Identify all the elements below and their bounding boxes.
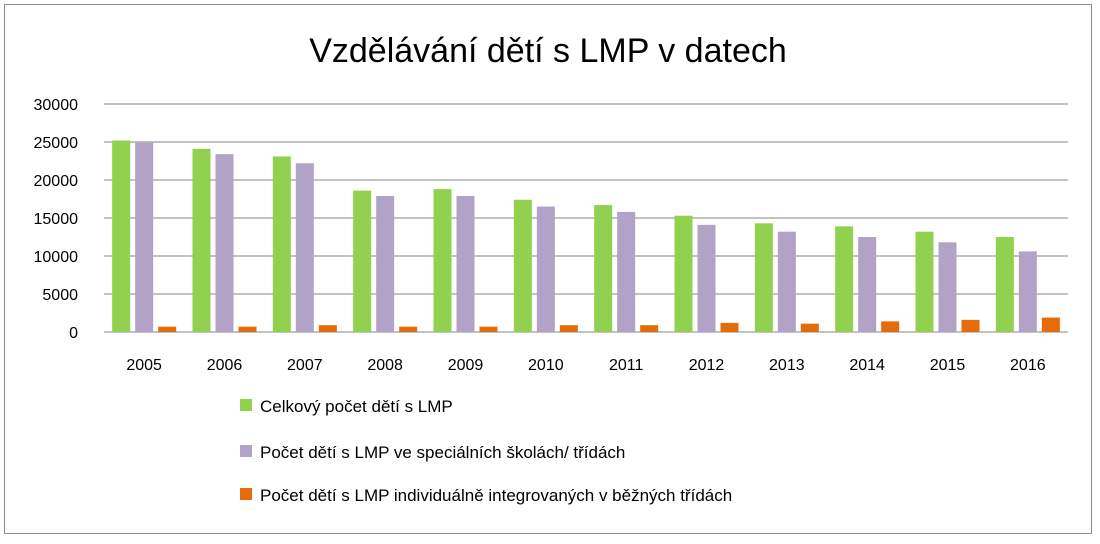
y-tick-label: 10000 [34,249,79,266]
bar [318,325,337,332]
bar [295,163,314,332]
bar [536,206,555,332]
bar [192,148,211,332]
bar [594,205,613,332]
bar [754,223,773,332]
bar [800,323,819,332]
bar [559,325,578,332]
y-tick-label: 20000 [34,173,79,190]
y-axis-ticks: 0 5000 10000 15000 20000 25000 30000 [34,97,79,342]
bar [1041,317,1060,332]
x-tick-label: 2011 [609,357,644,374]
bar [112,140,131,332]
bar [640,325,659,332]
legend: Celkový počet dětí s LMP Počet dětí s LMP… [240,397,732,505]
x-tick-label: 2005 [126,357,162,374]
bar [835,226,854,332]
x-tick-label: 2016 [1010,357,1046,374]
legend-label: Počet dětí s LMP individuálně integrovan… [260,486,732,505]
x-tick-label: 2009 [448,357,484,374]
bar [674,215,693,332]
bar [135,142,154,332]
bar [433,189,452,332]
x-tick-label: 2012 [689,357,725,374]
bars [112,140,1060,332]
legend-swatch [240,445,252,457]
bar [697,224,716,332]
bar [858,237,877,332]
y-tick-label: 5000 [42,287,78,304]
y-tick-label: 30000 [34,97,79,114]
bar [961,319,980,332]
bar [720,322,739,332]
bar [881,321,900,332]
chart-title: Vzdělávání dětí s LMP v datech [309,32,787,70]
bar [617,211,636,332]
bar [456,195,475,332]
x-tick-label: 2008 [367,357,403,374]
x-tick-label: 2006 [207,357,243,374]
bar [238,326,257,332]
x-tick-label: 2007 [287,357,323,374]
legend-label: Celkový počet dětí s LMP [260,397,453,416]
bar [1018,251,1037,332]
x-tick-label: 2014 [849,357,885,374]
legend-swatch [240,488,252,500]
bar [158,326,177,332]
bar [995,237,1014,332]
y-tick-label: 25000 [34,135,79,152]
bar [777,231,796,332]
legend-swatch [240,399,252,411]
gridlines [104,103,1068,333]
bar [513,199,532,332]
bar [938,242,957,332]
bar [376,195,395,332]
bar [272,156,291,332]
x-tick-label: 2010 [528,357,564,374]
y-tick-label: 15000 [34,211,79,228]
bar [399,326,418,332]
bar [215,154,234,332]
x-tick-label: 2013 [769,357,805,374]
legend-label: Počet dětí s LMP ve speciálních školách/… [260,443,625,462]
y-tick-label: 0 [69,325,78,342]
x-axis-ticks: 2005 2006 2007 2008 2009 2010 2011 2012 2013 2014… [126,357,1045,374]
bar [353,190,372,332]
bar [915,231,934,332]
bar [479,326,498,332]
x-tick-label: 2015 [930,357,966,374]
